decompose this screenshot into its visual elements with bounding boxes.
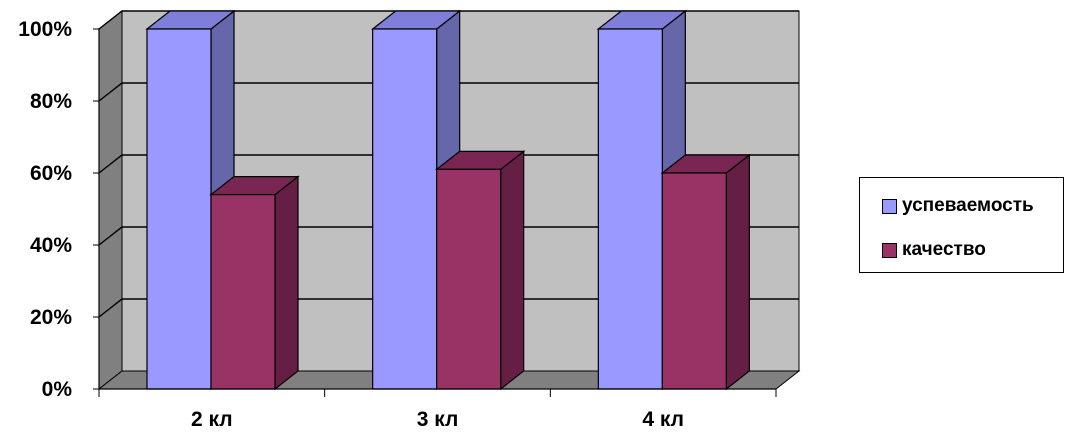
bar-1-1: [436, 168, 502, 390]
axes: [93, 28, 777, 397]
y-tick-label: 0%: [42, 378, 73, 401]
legend-swatch-kachestvo: [882, 242, 897, 258]
gridlines: [98, 10, 799, 318]
gridline: [98, 226, 799, 246]
bar-0-2: [597, 28, 663, 390]
y-tick-label: 80%: [30, 90, 72, 113]
legend-label-uspevaemost: успеваемость: [902, 195, 1034, 216]
bar-1-2: [661, 172, 727, 390]
y-tick-label: 20%: [30, 306, 72, 329]
y-tick-label: 60%: [30, 162, 72, 185]
bar-side-1-0: [274, 175, 299, 391]
legend-label-kachestvo: качество: [902, 239, 986, 260]
bar-side-1-2: [725, 153, 750, 391]
gridline: [98, 10, 799, 30]
gridline: [98, 154, 799, 174]
y-axis-tick-labels: 0% 20% 40% 60% 80% 100%: [18, 18, 72, 401]
bar-0-0: [146, 28, 212, 390]
gridline: [98, 298, 799, 318]
side-wall: [98, 9, 123, 391]
x-category-label: 3 кл: [417, 408, 459, 431]
legend-item-kachestvo: качество: [882, 239, 986, 261]
x-category-label: 4 кл: [642, 408, 684, 431]
y-tick-label: 40%: [30, 234, 72, 257]
bar-side-1-1: [500, 150, 525, 391]
legend-swatch-uspevaemost: [882, 198, 897, 214]
bar-0-1: [372, 28, 438, 390]
legend-item-uspevaemost: успеваемость: [882, 195, 1034, 217]
legend: успеваемость качество: [859, 177, 1064, 273]
bar-1-0: [210, 194, 276, 390]
gridline: [98, 82, 799, 102]
x-axis-category-labels: 2 кл 3 кл 4 кл: [191, 408, 684, 431]
bars: [145, 9, 752, 391]
y-tick-label: 100%: [18, 18, 72, 41]
x-category-label: 2 кл: [191, 408, 233, 431]
